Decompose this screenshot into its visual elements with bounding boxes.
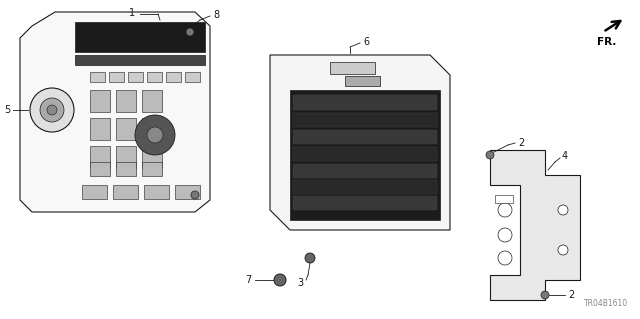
Bar: [113, 185, 138, 199]
Bar: [90, 90, 110, 112]
Text: 3: 3: [297, 278, 303, 288]
Text: 2: 2: [518, 138, 524, 148]
Bar: [330, 62, 375, 74]
Bar: [144, 185, 169, 199]
Bar: [142, 146, 162, 168]
Bar: [128, 72, 143, 82]
Text: 6: 6: [363, 37, 369, 47]
Bar: [185, 72, 200, 82]
Bar: [90, 118, 110, 140]
Polygon shape: [293, 130, 437, 144]
Circle shape: [47, 105, 57, 115]
Polygon shape: [293, 147, 437, 161]
Circle shape: [498, 251, 512, 265]
Circle shape: [305, 253, 315, 263]
Bar: [175, 185, 200, 199]
Circle shape: [191, 191, 199, 199]
Bar: [109, 72, 124, 82]
Bar: [90, 72, 105, 82]
Circle shape: [558, 245, 568, 255]
Circle shape: [147, 127, 163, 143]
Circle shape: [498, 228, 512, 242]
Text: 5: 5: [4, 105, 10, 115]
Text: 2: 2: [568, 290, 574, 300]
Text: 4: 4: [562, 151, 568, 161]
Bar: [142, 90, 162, 112]
Polygon shape: [293, 180, 437, 194]
Bar: [116, 90, 136, 112]
Text: TR04B1610: TR04B1610: [584, 299, 628, 308]
Text: 7: 7: [244, 275, 251, 285]
Bar: [82, 185, 107, 199]
Polygon shape: [20, 12, 210, 212]
Polygon shape: [490, 150, 580, 300]
Circle shape: [186, 28, 194, 36]
Circle shape: [541, 291, 549, 299]
Bar: [90, 146, 110, 168]
Bar: [90, 162, 110, 176]
Bar: [116, 162, 136, 176]
Bar: [116, 118, 136, 140]
Bar: [142, 118, 162, 140]
Circle shape: [498, 203, 512, 217]
Text: 1: 1: [129, 8, 135, 18]
Polygon shape: [75, 22, 205, 52]
Bar: [345, 76, 380, 86]
Circle shape: [486, 151, 494, 159]
Bar: [166, 72, 181, 82]
Bar: [495, 195, 513, 203]
Polygon shape: [293, 113, 437, 127]
Text: 8: 8: [213, 10, 219, 20]
Circle shape: [40, 98, 64, 122]
Circle shape: [135, 115, 175, 155]
Bar: [142, 162, 162, 176]
Circle shape: [274, 274, 286, 286]
Circle shape: [558, 205, 568, 215]
Circle shape: [30, 88, 74, 132]
Bar: [147, 72, 162, 82]
Polygon shape: [293, 196, 437, 210]
Polygon shape: [75, 55, 205, 65]
Polygon shape: [290, 90, 440, 220]
Polygon shape: [270, 55, 450, 230]
Polygon shape: [293, 164, 437, 178]
Text: FR.: FR.: [597, 37, 616, 47]
Bar: [116, 146, 136, 168]
Polygon shape: [293, 95, 437, 110]
